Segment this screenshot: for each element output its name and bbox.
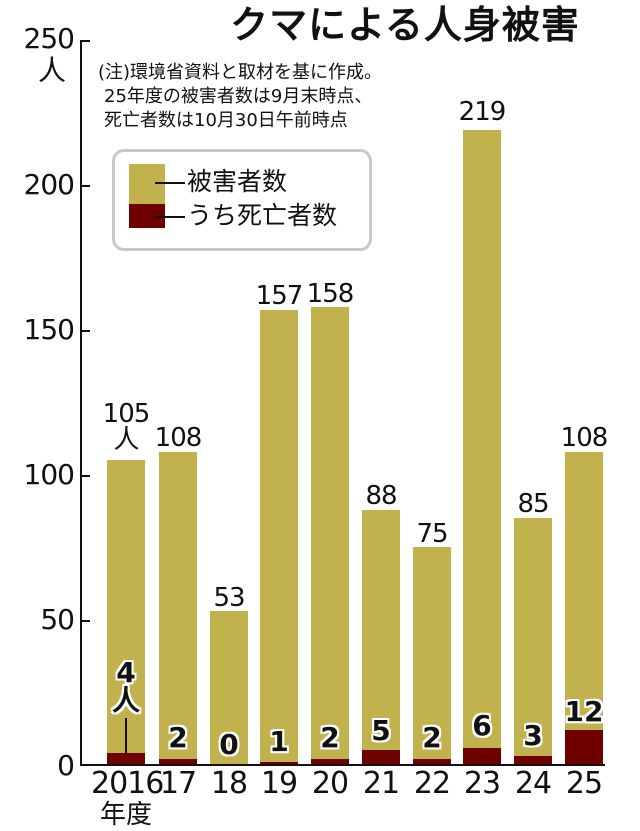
y-axis-unit: 人 [38,54,67,87]
y-tick-label-0: 0 [57,749,75,782]
value-label-victims-2017: 108 [154,423,203,453]
value-label-deaths-2021: 5 [371,714,391,747]
note-line-3: 死亡者数は10月30日午前時点 [104,110,348,131]
bar-deaths-2019 [260,762,298,765]
bar-victims-2022 [413,547,451,765]
bar-deaths-2020 [311,759,349,765]
value-label-victims-2020: 158 [306,279,355,309]
bar-victims-2021 [362,510,400,765]
bar-deaths-2016 [107,753,145,765]
value-label-victims-2019: 157 [255,281,304,311]
value-label-deaths-2020: 2 [320,721,340,754]
value-label-victims-2016: 105 [102,399,151,429]
value-label-victims-2023: 219 [458,97,507,127]
x-axis-line [80,764,605,766]
bar-victims-2018 [210,611,248,765]
x-label-2018: 18 [210,766,248,801]
value-label-victims-2024: 85 [517,489,549,519]
value-label-victims-2025: 108 [560,423,609,453]
bar-deaths-2022 [413,759,451,765]
bar-deaths-2021 [362,750,400,765]
legend-label-deaths: うち死亡者数 [187,201,338,230]
x-label-2017: 17 [159,766,197,801]
bar-victims-2017 [159,452,197,765]
bar-victims-2023 [463,130,501,765]
y-tick-label-250: 250 [23,22,75,55]
note-line-1: (注)環境省資料と取材を基に作成。 [98,62,383,83]
value-unit-victims-2016: 人 [113,425,139,455]
value-unit-deaths-2016: 人 [111,684,140,717]
y-tick-250 [82,40,90,42]
x-label-2021: 21 [362,766,400,801]
value-label-deaths-2022: 2 [422,721,442,754]
y-tick-label-100: 100 [23,458,75,491]
x-label-2016: 2016 [91,766,164,801]
legend-leader-deaths [155,216,185,218]
value-label-deaths-2018: 0 [219,728,239,761]
deaths-leader-line-2016 [125,718,127,754]
bar-victims-2016 [107,460,145,765]
chart-title: クマによる人身被害 [230,3,580,47]
bar-deaths-2023 [463,748,501,765]
x-label-2025: 25 [565,766,603,801]
x-label-2020: 20 [311,766,349,801]
value-label-deaths-2017: 2 [168,721,188,754]
x-label-2019: 19 [260,766,298,801]
y-axis-line [80,40,82,766]
bar-deaths-2025 [565,730,603,765]
bar-deaths-2024 [514,756,552,765]
legend-label-victims: 被害者数 [187,167,288,196]
value-label-deaths-2016: 4 [116,656,136,689]
bar-victims-2019 [260,310,298,765]
value-label-victims-2018: 53 [213,583,245,613]
x-label-2022: 22 [413,766,451,801]
y-tick-label-200: 200 [23,168,75,201]
bar-deaths-2017 [159,759,197,765]
y-tick-200 [82,185,90,187]
x-label-2023: 23 [463,766,501,801]
legend: 被害者数 うち死亡者数 [112,149,372,251]
y-tick-100 [82,475,90,477]
x-label-2024: 24 [514,766,552,801]
value-label-victims-2022: 75 [416,519,448,549]
y-tick-150 [82,330,90,332]
y-tick-label-150: 150 [23,313,75,346]
bar-victims-2025 [565,452,603,765]
legend-swatch-victims [129,164,165,204]
y-tick-50 [82,620,90,622]
legend-leader-victims [155,182,185,184]
value-label-victims-2021: 88 [365,481,397,511]
value-label-deaths-2025: 12 [564,695,604,728]
value-label-deaths-2024: 3 [523,719,543,752]
x-axis-unit: 年度 [99,800,152,830]
y-tick-label-50: 50 [40,603,75,636]
value-label-deaths-2023: 6 [472,709,492,742]
value-label-deaths-2019: 1 [269,725,289,758]
note-line-2: 25年度の被害者数は9月末時点、 [104,86,373,107]
bar-victims-2020 [311,307,349,765]
bar-victims-2024 [514,518,552,765]
